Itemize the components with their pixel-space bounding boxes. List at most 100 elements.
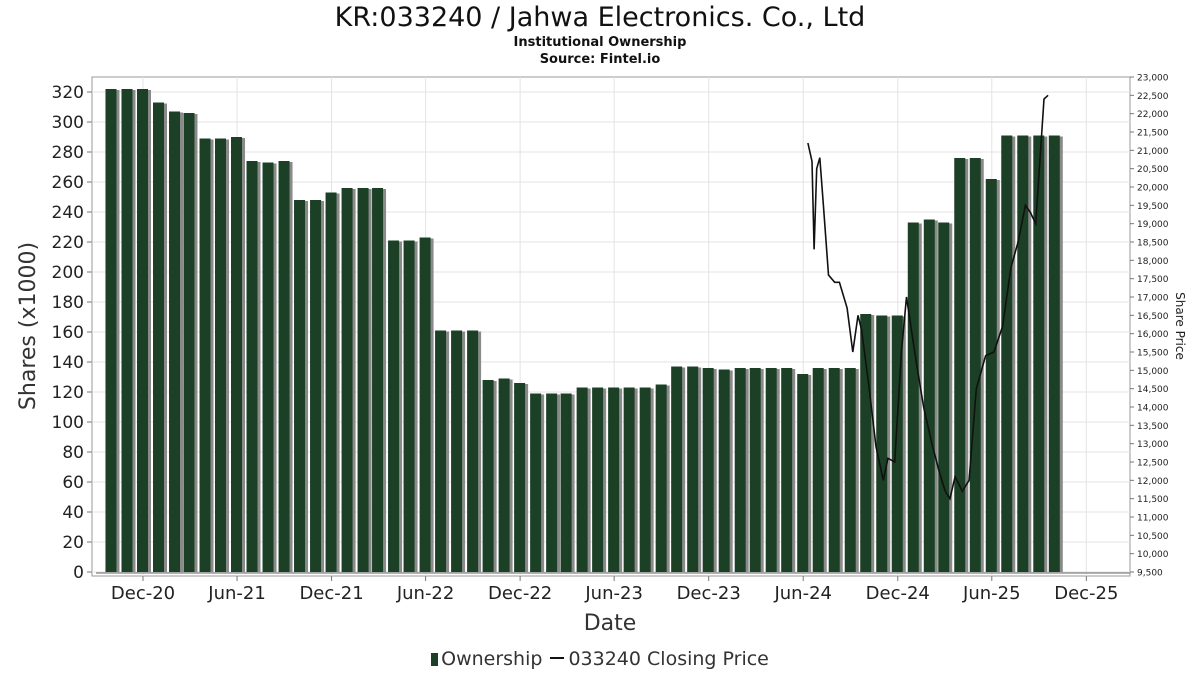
ownership-bar — [294, 200, 306, 572]
ownership-bar — [372, 188, 384, 572]
y-tick-label: 260 — [52, 173, 84, 193]
ownership-bar — [576, 387, 588, 572]
y2-tick-label: 19,500 — [1137, 202, 1169, 212]
y2-tick-label: 18,500 — [1137, 239, 1169, 249]
y-tick-label: 140 — [52, 353, 84, 373]
ownership-bar — [403, 240, 415, 572]
ownership-bar — [687, 366, 699, 572]
ownership-bar — [749, 368, 761, 572]
y2-tick-label: 16,500 — [1137, 312, 1169, 322]
y2-axis: 9,500 10,000 10,500 11,000 11,500 12,000 12,50… — [1130, 74, 1169, 579]
y2-axis-label: Share Price — [1173, 292, 1187, 360]
closing-price-line — [807, 94, 1049, 501]
ownership-bar — [655, 384, 667, 572]
x-tick-label: Dec-25 — [1054, 583, 1118, 604]
x-tick-label: Dec-22 — [488, 583, 552, 604]
y-tick-label: 160 — [52, 323, 84, 343]
y2-tick-label: 11,500 — [1137, 495, 1169, 505]
y2-tick-label: 22,000 — [1137, 110, 1169, 120]
ownership-bar — [560, 393, 572, 572]
ownership-bar — [923, 219, 935, 572]
y-tick-label: 200 — [52, 263, 84, 283]
x-tick-label: Jun-23 — [584, 583, 643, 604]
ownership-bar — [608, 387, 620, 572]
ownership-bar — [907, 222, 919, 572]
y2-tick-label: 21,000 — [1137, 147, 1169, 157]
x-tick-label: Dec-24 — [866, 583, 930, 604]
ownership-bar — [860, 314, 872, 572]
ownership-bar — [262, 162, 274, 572]
chart-legend: Ownership 033240 Closing Price — [0, 648, 1200, 670]
y2-tick-label: 15,000 — [1137, 367, 1169, 377]
ownership-bar — [781, 368, 793, 572]
ownership-bar — [419, 237, 431, 572]
ownership-bar — [844, 368, 856, 572]
legend-ownership-swatch — [431, 653, 439, 666]
ownership-bar — [435, 330, 447, 572]
y-tick-label: 0 — [73, 563, 84, 583]
ownership-bar — [797, 374, 809, 572]
ownership-bar — [718, 369, 730, 572]
ownership-bar — [388, 240, 400, 572]
ownership-bar — [105, 89, 117, 572]
ownership-bar — [954, 158, 966, 572]
ownership-bar — [278, 161, 290, 572]
y-tick-label: 60 — [62, 473, 84, 493]
y-tick-label: 280 — [52, 143, 84, 163]
ownership-bar — [121, 89, 133, 572]
ownership-bar — [812, 368, 824, 572]
y-tick-label: 220 — [52, 233, 84, 253]
ownership-bar — [199, 138, 211, 572]
ownership-bar — [639, 387, 651, 572]
y-axis-label: Shares (x1000) — [16, 242, 41, 410]
y2-tick-label: 20,500 — [1137, 165, 1169, 175]
ownership-bar — [1048, 135, 1060, 572]
y-tick-label: 120 — [52, 383, 84, 403]
y2-tick-label: 15,500 — [1137, 349, 1169, 359]
x-tick-label: Dec-23 — [677, 583, 741, 604]
y2-tick-label: 11,000 — [1137, 514, 1169, 524]
chart-source: Source: Fintel.io — [539, 52, 661, 67]
y-tick-label: 80 — [62, 443, 84, 463]
x-tick-label: Dec-21 — [299, 583, 363, 604]
chart-title: KR:033240 / Jahwa Electronics. Co., Ltd — [334, 2, 866, 33]
ownership-bar — [246, 161, 258, 572]
y2-tick-label: 17,000 — [1137, 294, 1169, 304]
ownership-bar — [671, 366, 683, 572]
ownership-bar — [828, 368, 840, 572]
ownership-bar — [1033, 135, 1045, 572]
ownership-bar — [1001, 135, 1013, 572]
y-tick-label: 320 — [52, 83, 84, 103]
ownership-bar — [482, 380, 494, 572]
y-tick-label: 180 — [52, 293, 84, 313]
y2-tick-label: 20,000 — [1137, 184, 1169, 194]
x-tick-label: Jun-24 — [773, 583, 832, 604]
ownership-bar — [702, 368, 714, 572]
ownership-bar — [136, 89, 148, 572]
ownership-bar — [153, 102, 165, 572]
ownership-bar — [498, 378, 510, 572]
y2-tick-label: 13,500 — [1137, 422, 1169, 432]
y2-tick-label: 12,000 — [1137, 477, 1169, 487]
y2-tick-label: 18,000 — [1137, 257, 1169, 267]
y-tick-label: 20 — [62, 533, 84, 553]
y-axis: 0 20 40 60 80 100 120 140 160 180 200 220 240 260 280 3… — [52, 83, 92, 583]
ownership-bar — [467, 330, 479, 572]
ownership-bar — [310, 200, 322, 572]
y2-tick-label: 21,500 — [1137, 129, 1169, 139]
ownership-bar — [357, 188, 369, 572]
y-tick-label: 240 — [52, 203, 84, 223]
y2-tick-label: 14,500 — [1137, 385, 1169, 395]
y2-tick-label: 9,500 — [1137, 569, 1163, 579]
ownership-bar — [969, 158, 981, 572]
y2-tick-label: 10,500 — [1137, 532, 1169, 542]
y-tick-label: 100 — [52, 413, 84, 433]
ownership-bar — [231, 137, 243, 572]
y-tick-label: 40 — [62, 503, 84, 523]
y2-tick-label: 19,000 — [1137, 220, 1169, 230]
x-axis-label: Date — [584, 611, 637, 636]
y-tick-label: 300 — [52, 113, 84, 133]
ownership-bar — [183, 113, 195, 572]
chart-subtitle: Institutional Ownership — [513, 35, 687, 50]
